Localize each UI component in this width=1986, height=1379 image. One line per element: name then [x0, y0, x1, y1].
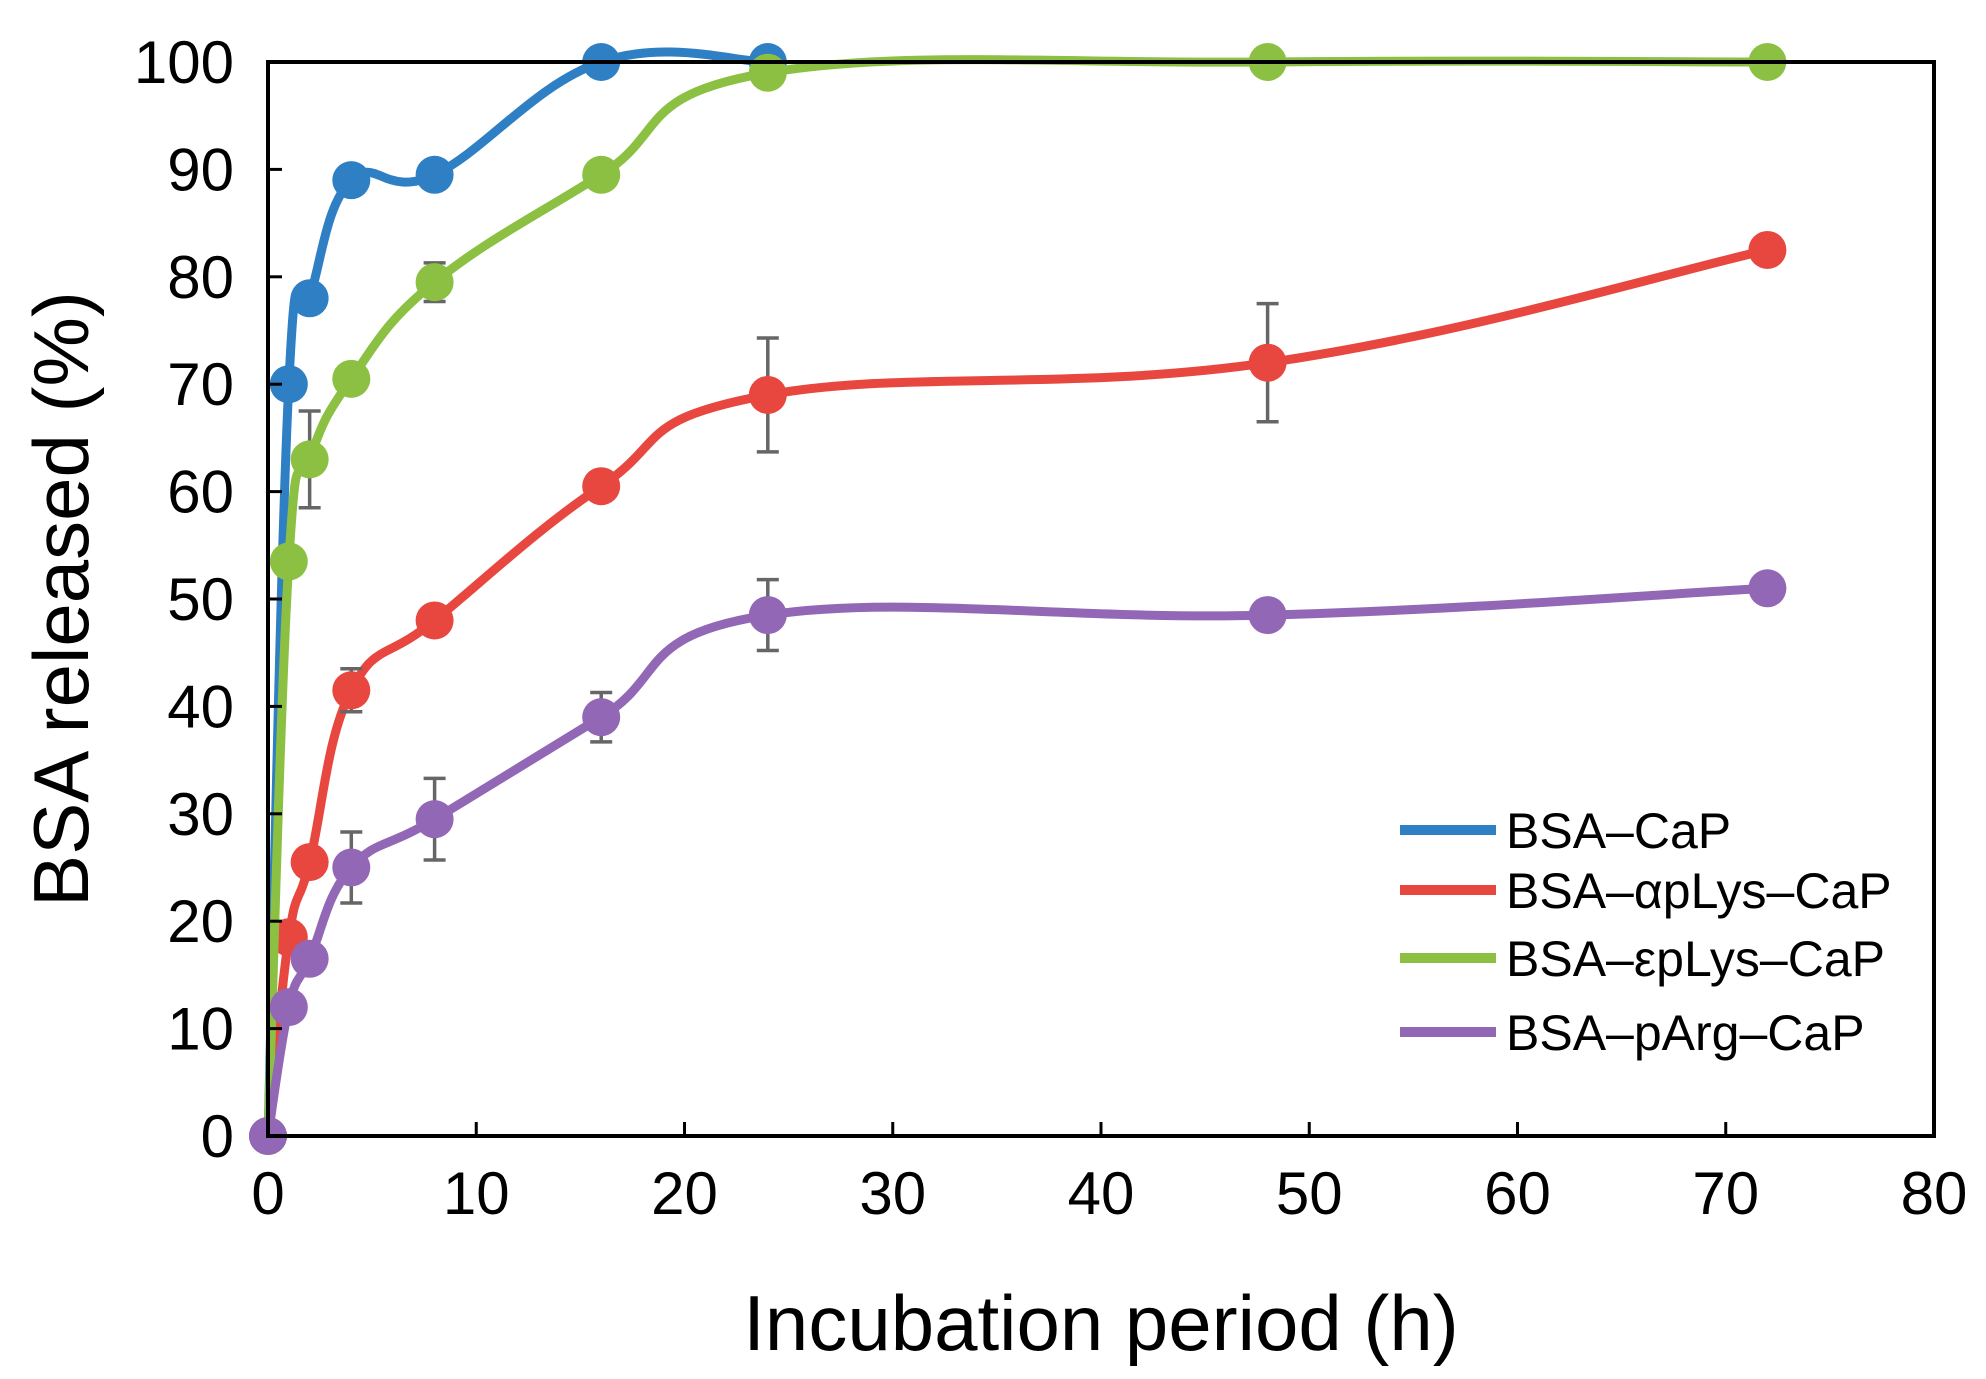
data-point: [415, 263, 454, 302]
data-point: [332, 848, 371, 887]
data-point: [269, 988, 308, 1027]
axis-ticks: 0 10 20 30 40 50 60 70 80 0 10 20 30 40 50 60 70 80 90 100: [134, 29, 1967, 1227]
x-tick-label: 40: [1068, 1160, 1135, 1227]
data-point: [748, 596, 787, 635]
data-point: [415, 601, 454, 640]
data-point: [415, 800, 454, 839]
x-tick-label: 30: [859, 1160, 926, 1227]
y-axis-title: BSA released (%): [17, 291, 105, 907]
data-point: [415, 155, 454, 194]
data-point: [1748, 230, 1787, 269]
series-0: [249, 43, 787, 1155]
x-tick-label: 60: [1484, 1160, 1551, 1227]
data-point: [582, 155, 621, 194]
data-point: [1248, 343, 1287, 382]
data-point: [332, 359, 371, 398]
y-tick-label: 20: [167, 888, 234, 955]
data-point: [269, 542, 308, 581]
series-line: [263, 47, 773, 1141]
series-line: [263, 245, 1772, 1141]
y-tick-label: 100: [134, 29, 234, 96]
data-point: [332, 671, 371, 710]
legend-label: BSA–pArg–CaP: [1506, 1005, 1865, 1061]
y-tick-label: 90: [167, 136, 234, 203]
x-tick-label: 20: [651, 1160, 718, 1227]
data-point: [1748, 569, 1787, 608]
legend-label: BSA–εpLys–CaP: [1506, 931, 1885, 987]
x-tick-label: 70: [1692, 1160, 1759, 1227]
data-point: [1248, 596, 1287, 635]
legend-label: BSA–αpLys–CaP: [1506, 863, 1892, 919]
y-tick-label: 80: [167, 244, 234, 311]
y-tick-label: 0: [201, 1103, 234, 1170]
y-tick-label: 50: [167, 566, 234, 633]
data-point: [332, 161, 371, 200]
y-tick-label: 40: [167, 673, 234, 740]
data-point: [269, 365, 308, 404]
x-tick-label: 80: [1901, 1160, 1968, 1227]
data-point: [582, 467, 621, 506]
data-point: [748, 375, 787, 414]
y-tick-label: 60: [167, 459, 234, 526]
x-axis-title: Incubation period (h): [743, 1279, 1458, 1367]
data-point: [290, 843, 329, 882]
data-point: [748, 53, 787, 92]
data-point: [290, 939, 329, 978]
series-layer: [249, 43, 1787, 1155]
y-tick-label: 70: [167, 351, 234, 418]
x-tick-label: 50: [1276, 1160, 1343, 1227]
data-point: [290, 440, 329, 479]
x-tick-label: 10: [443, 1160, 510, 1227]
y-tick-label: 10: [167, 996, 234, 1063]
data-point: [290, 279, 329, 318]
series-3: [249, 569, 1787, 1155]
x-tick-label: 0: [251, 1160, 284, 1227]
data-point: [582, 698, 621, 737]
y-tick-label: 30: [167, 781, 234, 848]
legend-label: BSA–CaP: [1506, 803, 1731, 859]
